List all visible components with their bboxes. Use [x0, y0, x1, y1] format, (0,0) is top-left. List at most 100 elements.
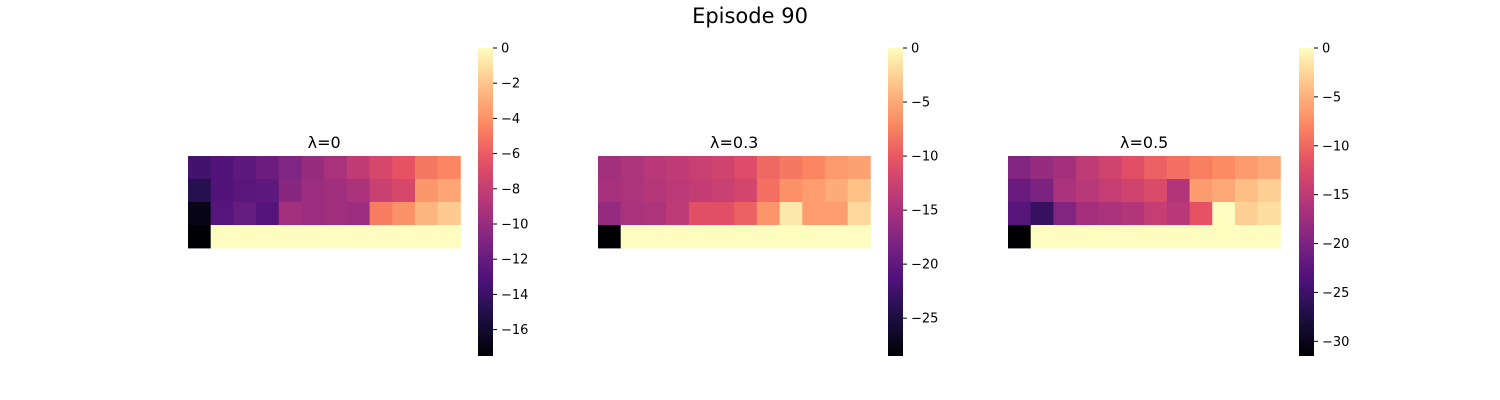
panel-2-cell-r3-c10	[825, 225, 849, 249]
panel-1-cell-r2-c6	[324, 202, 348, 226]
panel-3-cell-r1-c6	[1144, 179, 1168, 203]
panel-1-colorbar-tick-label: 0	[501, 42, 509, 57]
panel-2-cell-r1-c9	[802, 179, 826, 203]
panel-2-cell-r3-c9	[802, 225, 826, 249]
panel-2-cell-r2-c5	[711, 202, 735, 226]
panel-2-cell-r1-c11	[847, 179, 871, 203]
panel-3-cell-r2-c0	[1008, 202, 1032, 226]
panel-3-colorbar-tick-label: −10	[1322, 139, 1349, 154]
panel-1-colorbar-tick-label: −14	[501, 288, 528, 303]
panel-3-colorbar-tick-label: −15	[1322, 188, 1349, 203]
panel-3-cell-r0-c5	[1121, 156, 1145, 180]
panel-3-title: λ=0.5	[1120, 133, 1168, 152]
panel-2-cell-r2-c11	[847, 202, 871, 226]
panel-2-cell-r0-c9	[802, 156, 826, 180]
panel-3-cell-r1-c10	[1235, 179, 1259, 203]
panel-3-cell-r3-c4	[1098, 225, 1122, 249]
panel-3-cell-r1-c8	[1189, 179, 1213, 203]
panel-2-colorbar-tick-label: −10	[911, 150, 938, 165]
panel-3-cell-r3-c8	[1189, 225, 1213, 249]
panel-3-cell-r3-c11	[1257, 225, 1281, 249]
panel-2-cell-r3-c7	[756, 225, 780, 249]
panel-1-colorbar-tick-label: −6	[501, 147, 520, 162]
panel-2-cell-r2-c6	[734, 202, 758, 226]
panel-3-colorbar-tick-label: −30	[1322, 335, 1349, 350]
panel-3-cell-r1-c0	[1008, 179, 1032, 203]
panel-1-cell-r2-c4	[278, 202, 302, 226]
panel-1-colorbar-tick-label: −16	[501, 323, 528, 338]
panel-1-cell-r3-c5	[301, 225, 325, 249]
panel-1-cell-r0-c0	[188, 156, 212, 180]
panel-1-cell-r0-c6	[324, 156, 348, 180]
panel-2-colorbar-tick-label: −20	[911, 258, 938, 273]
panel-1-cell-r2-c10	[415, 202, 439, 226]
panel-1-colorbar-tick-label: −12	[501, 253, 528, 268]
panel-1-cell-r1-c4	[278, 179, 302, 203]
panel-1-cell-r3-c7	[346, 225, 370, 249]
panel-1-cell-r2-c2	[233, 202, 257, 226]
panel-3-cell-r0-c10	[1235, 156, 1259, 180]
panel-2-cell-r2-c0	[598, 202, 622, 226]
panel-1-title: λ=0	[308, 133, 341, 152]
panel-3-cell-r3-c3	[1076, 225, 1100, 249]
panel-3-cell-r1-c5	[1121, 179, 1145, 203]
panel-1-cell-r0-c11	[437, 156, 461, 180]
panel-3-cell-r0-c9	[1212, 156, 1236, 180]
panel-3-cell-r1-c2	[1053, 179, 1077, 203]
figure-title: Episode 90	[692, 4, 808, 28]
panel-2-cell-r1-c6	[734, 179, 758, 203]
panel-1-cell-r3-c0	[188, 225, 212, 249]
panel-2-title: λ=0.3	[710, 133, 758, 152]
panel-1-cell-r0-c1	[210, 156, 234, 180]
panel-1-cell-r1-c11	[437, 179, 461, 203]
panel-2-cell-r0-c6	[734, 156, 758, 180]
panel-1-cell-r1-c10	[415, 179, 439, 203]
panel-2-cell-r3-c11	[847, 225, 871, 249]
panel-2-cell-r2-c10	[825, 202, 849, 226]
panel-2-cell-r0-c5	[711, 156, 735, 180]
panel-1-cell-r3-c8	[369, 225, 393, 249]
panel-3-cell-r3-c9	[1212, 225, 1236, 249]
panel-2-cell-r3-c2	[643, 225, 667, 249]
panel-1-cell-r1-c9	[392, 179, 416, 203]
panel-1-cell-r1-c8	[369, 179, 393, 203]
panel-3-cell-r3-c7	[1166, 225, 1190, 249]
panel-1-cell-r2-c0	[188, 202, 212, 226]
panel-3-cell-r3-c0	[1008, 225, 1032, 249]
panel-2-cell-r0-c11	[847, 156, 871, 180]
panel-1-cell-r3-c3	[256, 225, 280, 249]
panel-2-cell-r3-c6	[734, 225, 758, 249]
panel-1-cell-r1-c2	[233, 179, 257, 203]
panel-2-colorbar-tick-label: −25	[911, 312, 938, 327]
panel-3-cell-r0-c7	[1166, 156, 1190, 180]
panel-3-cell-r0-c11	[1257, 156, 1281, 180]
panel-3-colorbar-tick-label: −20	[1322, 237, 1349, 252]
panel-3-cell-r2-c6	[1144, 202, 1168, 226]
panel-3-cell-r0-c3	[1076, 156, 1100, 180]
panel-3-cell-r1-c11	[1257, 179, 1281, 203]
panel-1-cell-r2-c7	[346, 202, 370, 226]
panel-1-cell-r1-c6	[324, 179, 348, 203]
panel-2-cell-r1-c4	[688, 179, 712, 203]
panel-1-colorbar	[478, 48, 493, 356]
panel-2-cell-r1-c7	[756, 179, 780, 203]
panel-2-cell-r2-c9	[802, 202, 826, 226]
panel-2-cell-r2-c4	[688, 202, 712, 226]
panel-1-cell-r2-c5	[301, 202, 325, 226]
panel-3-cell-r1-c4	[1098, 179, 1122, 203]
panel-3-cell-r1-c9	[1212, 179, 1236, 203]
panel-3-cell-r0-c1	[1030, 156, 1054, 180]
panel-2-colorbar-tick-label: 0	[911, 42, 919, 57]
panel-2-cell-r0-c8	[779, 156, 803, 180]
panel-2-cell-r2-c1	[620, 202, 644, 226]
panel-1-colorbar-tick-label: −10	[501, 218, 528, 233]
panel-2-cell-r2-c8	[779, 202, 803, 226]
panel-3-cell-r2-c4	[1098, 202, 1122, 226]
panel-2-cell-r1-c1	[620, 179, 644, 203]
panel-3-cell-r3-c2	[1053, 225, 1077, 249]
panel-3-cell-r2-c9	[1212, 202, 1236, 226]
panel-1-cell-r0-c8	[369, 156, 393, 180]
panel-3-cell-r0-c0	[1008, 156, 1032, 180]
panel-2-cell-r1-c5	[711, 179, 735, 203]
